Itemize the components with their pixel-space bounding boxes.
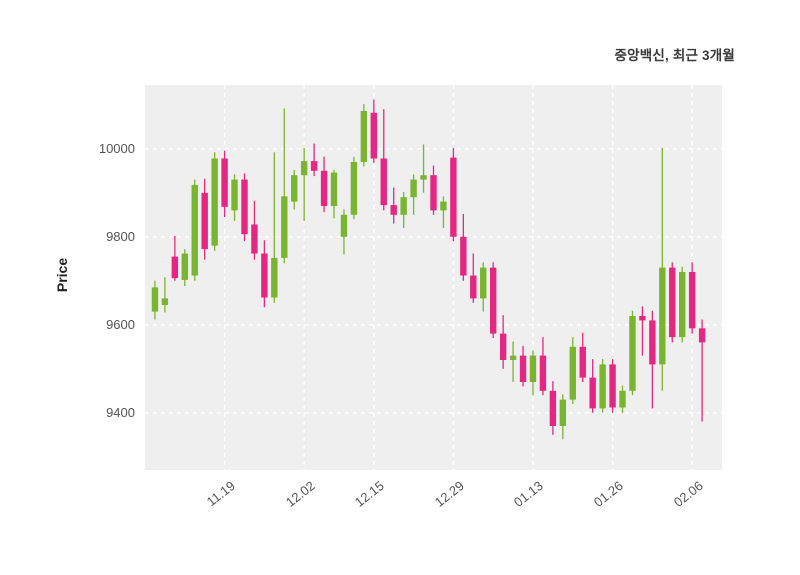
candle-body (579, 346, 586, 378)
candle-body (330, 172, 338, 206)
candle-body (599, 364, 606, 409)
y-tick-label: 9400 (106, 404, 135, 420)
candle-body (649, 320, 656, 365)
candle-body (320, 170, 328, 206)
candle-body (201, 192, 208, 250)
candle-body (370, 112, 378, 159)
candle-body (261, 253, 268, 298)
candle-body (251, 224, 258, 254)
candle-body (191, 184, 198, 276)
candle-body (151, 287, 159, 312)
candle-body (629, 316, 636, 391)
candle-body (450, 157, 457, 237)
candle-body (698, 328, 706, 343)
candle-body (659, 267, 666, 365)
candle-body (549, 390, 557, 426)
candle-body (489, 267, 497, 334)
candle-body (430, 175, 437, 211)
candle-body (639, 316, 646, 321)
candle-body (380, 158, 387, 206)
candle-body (539, 355, 547, 391)
candle-body (509, 355, 517, 360)
x-tick-label: 12.29 (431, 478, 467, 510)
candle-body (688, 272, 696, 329)
candlestick-canvas (145, 85, 722, 470)
candle-body (241, 179, 248, 235)
plot-area (145, 85, 722, 470)
candle-body (480, 267, 487, 299)
candle-body (291, 175, 298, 202)
candle-body (350, 162, 358, 215)
candle-body (211, 158, 218, 246)
candle-body (281, 196, 288, 258)
candle-body (171, 256, 179, 279)
y-axis-label: Price (54, 257, 70, 293)
x-tick-label: 11.19 (203, 478, 238, 510)
candle-body (529, 355, 537, 382)
candle-body (360, 110, 368, 162)
candle-body (161, 298, 169, 305)
candle-body (619, 390, 626, 408)
candle-body (569, 346, 576, 400)
y-tick-label: 9800 (106, 228, 135, 244)
chart-title: 중앙백신, 최근 3개월 (614, 48, 735, 63)
candle-body (400, 197, 407, 215)
candle-body (519, 355, 527, 382)
y-tick-label: 10000 (98, 140, 135, 156)
x-tick-label: 12.02 (282, 478, 318, 510)
candle-body (181, 253, 188, 280)
x-tick-label: 01.13 (511, 478, 547, 510)
candle-body (440, 201, 447, 211)
candle-body (679, 272, 686, 338)
candle-body (340, 214, 348, 237)
candle-body (589, 377, 596, 409)
candle-body (310, 161, 318, 171)
x-tick-label: 12.15 (352, 478, 388, 510)
candle-body (420, 175, 427, 180)
x-tick-label: 02.06 (670, 478, 706, 510)
candle-body (221, 158, 228, 207)
candle-body (609, 364, 616, 408)
candle-body (470, 275, 477, 299)
candle-body (390, 205, 397, 215)
candle-body (499, 333, 507, 360)
candle-body (410, 179, 417, 198)
x-tick-label: 01.26 (590, 478, 626, 510)
candle-body (271, 257, 278, 298)
candle-body (231, 179, 238, 211)
y-tick-label: 9600 (106, 316, 135, 332)
candle-body (559, 399, 567, 426)
candle-body (460, 236, 467, 276)
candle-body (669, 267, 676, 338)
candle-body (300, 161, 308, 176)
